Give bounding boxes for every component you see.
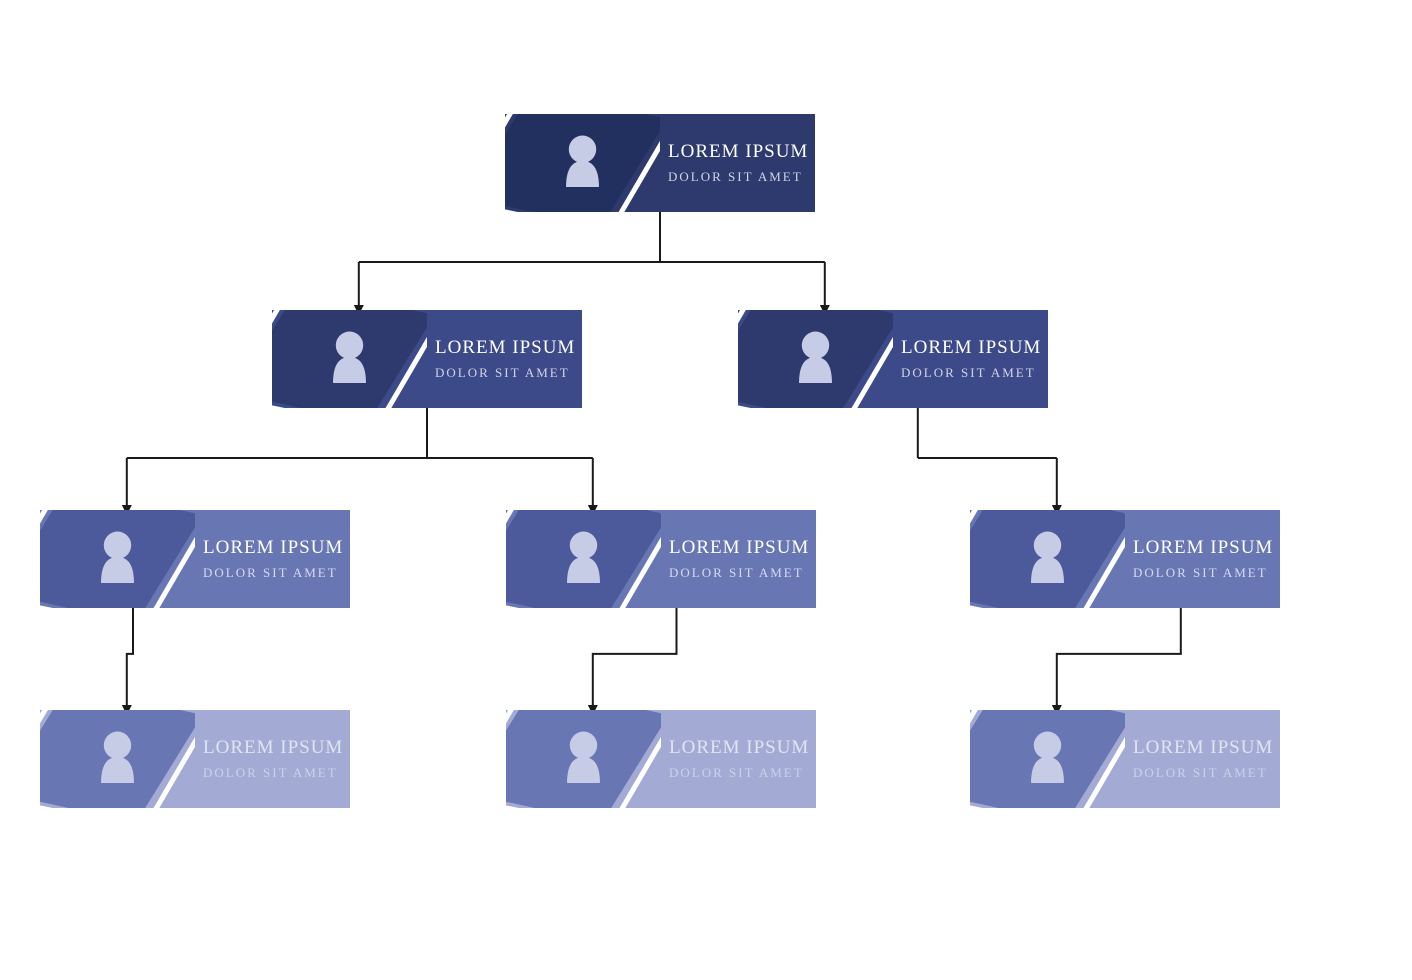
node-graphic	[738, 310, 893, 408]
org-node: LOREM IPSUM DOLOR SIT AMET	[505, 114, 815, 212]
org-node: LOREM IPSUM DOLOR SIT AMET	[40, 510, 350, 608]
node-title: LOREM IPSUM	[669, 737, 809, 759]
node-subtitle: DOLOR SIT AMET	[203, 565, 343, 581]
node-subtitle: DOLOR SIT AMET	[1133, 765, 1273, 781]
node-graphic	[40, 710, 195, 808]
node-text: LOREM IPSUM DOLOR SIT AMET	[195, 737, 350, 781]
node-text: LOREM IPSUM DOLOR SIT AMET	[661, 537, 816, 581]
node-subtitle: DOLOR SIT AMET	[901, 365, 1041, 381]
node-title: LOREM IPSUM	[668, 141, 808, 163]
node-graphic	[40, 510, 195, 608]
org-node: LOREM IPSUM DOLOR SIT AMET	[506, 510, 816, 608]
node-subtitle: DOLOR SIT AMET	[1133, 565, 1273, 581]
org-node: LOREM IPSUM DOLOR SIT AMET	[40, 710, 350, 808]
node-text: LOREM IPSUM DOLOR SIT AMET	[195, 537, 350, 581]
node-graphic	[970, 710, 1125, 808]
node-text: LOREM IPSUM DOLOR SIT AMET	[1125, 737, 1280, 781]
node-subtitle: DOLOR SIT AMET	[435, 365, 575, 381]
node-graphic	[505, 114, 660, 212]
node-text: LOREM IPSUM DOLOR SIT AMET	[427, 337, 582, 381]
node-text: LOREM IPSUM DOLOR SIT AMET	[660, 141, 815, 185]
node-title: LOREM IPSUM	[1133, 737, 1273, 759]
node-subtitle: DOLOR SIT AMET	[669, 565, 809, 581]
node-text: LOREM IPSUM DOLOR SIT AMET	[893, 337, 1048, 381]
node-title: LOREM IPSUM	[1133, 537, 1273, 559]
org-node: LOREM IPSUM DOLOR SIT AMET	[738, 310, 1048, 408]
node-subtitle: DOLOR SIT AMET	[669, 765, 809, 781]
node-text: LOREM IPSUM DOLOR SIT AMET	[1125, 537, 1280, 581]
node-graphic	[970, 510, 1125, 608]
node-title: LOREM IPSUM	[901, 337, 1041, 359]
node-graphic	[272, 310, 427, 408]
node-graphic	[506, 710, 661, 808]
node-subtitle: DOLOR SIT AMET	[203, 765, 343, 781]
node-text: LOREM IPSUM DOLOR SIT AMET	[661, 737, 816, 781]
node-title: LOREM IPSUM	[203, 737, 343, 759]
node-graphic	[506, 510, 661, 608]
org-node: LOREM IPSUM DOLOR SIT AMET	[272, 310, 582, 408]
org-node: LOREM IPSUM DOLOR SIT AMET	[506, 710, 816, 808]
org-node: LOREM IPSUM DOLOR SIT AMET	[970, 510, 1280, 608]
node-title: LOREM IPSUM	[203, 537, 343, 559]
node-title: LOREM IPSUM	[435, 337, 575, 359]
org-chart: LOREM IPSUM DOLOR SIT AMET LOREM IPSUM DOLO…	[0, 0, 1412, 980]
node-title: LOREM IPSUM	[669, 537, 809, 559]
org-node: LOREM IPSUM DOLOR SIT AMET	[970, 710, 1280, 808]
node-subtitle: DOLOR SIT AMET	[668, 169, 808, 185]
